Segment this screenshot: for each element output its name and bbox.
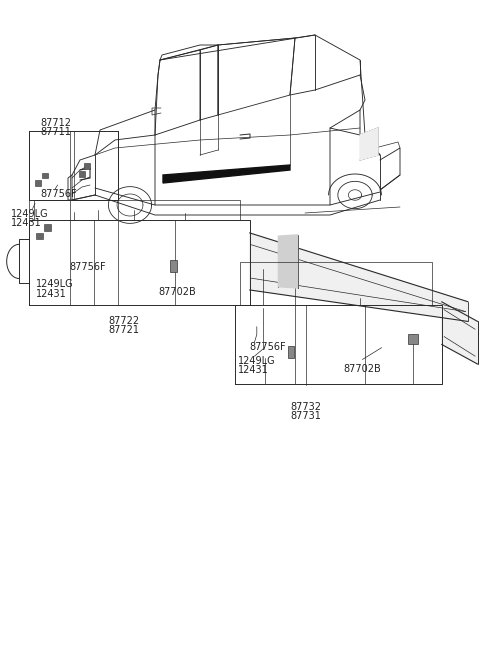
- Text: 87711: 87711: [41, 127, 72, 137]
- Text: 12431: 12431: [238, 365, 268, 375]
- Polygon shape: [442, 302, 478, 364]
- Text: 12431: 12431: [36, 289, 67, 298]
- Polygon shape: [278, 235, 298, 288]
- Text: 1249LG: 1249LG: [36, 279, 73, 289]
- Text: 1249LG: 1249LG: [11, 209, 48, 218]
- Bar: [170, 260, 177, 272]
- Text: 87732: 87732: [290, 402, 322, 412]
- Text: 87702B: 87702B: [343, 364, 381, 374]
- Text: 87721: 87721: [108, 325, 139, 335]
- Polygon shape: [163, 165, 290, 183]
- Bar: [36, 233, 43, 239]
- Bar: [408, 334, 418, 344]
- Bar: [79, 171, 85, 177]
- Polygon shape: [360, 128, 378, 160]
- Text: 87756F: 87756F: [249, 342, 286, 352]
- Bar: [42, 173, 48, 178]
- Polygon shape: [250, 233, 468, 321]
- Bar: [84, 163, 90, 169]
- Text: 87756F: 87756F: [70, 262, 106, 272]
- Text: 87731: 87731: [290, 411, 321, 421]
- Text: 12431: 12431: [11, 218, 41, 228]
- Bar: [44, 224, 51, 231]
- Text: 87722: 87722: [108, 316, 139, 325]
- Text: 87702B: 87702B: [158, 287, 196, 297]
- Text: 87756F: 87756F: [41, 189, 77, 199]
- Text: 87712: 87712: [41, 118, 72, 128]
- Bar: [288, 346, 294, 358]
- Text: 1249LG: 1249LG: [238, 356, 275, 366]
- Bar: [35, 180, 41, 186]
